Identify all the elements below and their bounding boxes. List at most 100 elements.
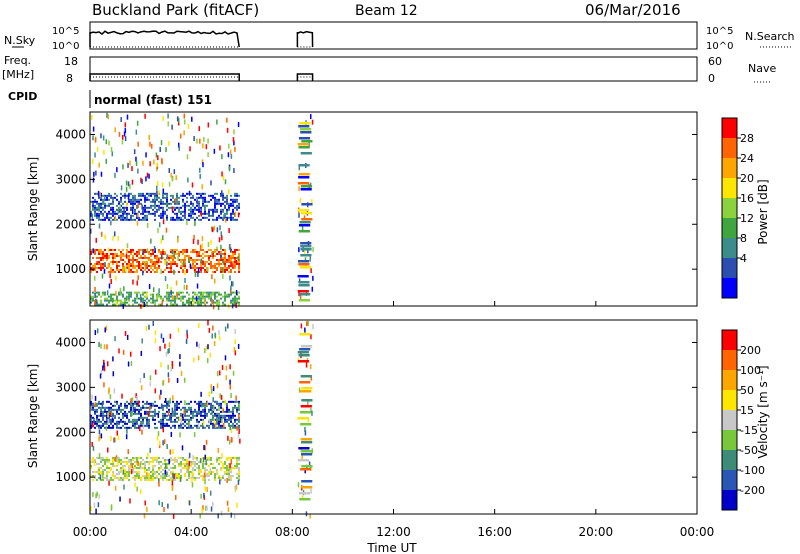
heatmap-cell (124, 254, 126, 257)
heatmap-cell (104, 410, 106, 413)
heatmap-cell (214, 422, 217, 428)
heatmap-cell (232, 466, 234, 469)
colorbar-tick-label: 15 (740, 404, 754, 417)
heatmap-cell (180, 266, 182, 269)
heatmap-cell (226, 414, 228, 417)
heatmap-cell (299, 411, 311, 414)
heatmap-cell (198, 470, 200, 473)
heatmap-cell (134, 194, 136, 197)
heatmap-cell (144, 291, 146, 294)
heatmap-cell (116, 408, 118, 411)
heatmap-cell (206, 200, 208, 203)
heatmap-cell (176, 400, 178, 403)
heatmap-cell (212, 252, 214, 255)
heatmap-cell (301, 454, 303, 460)
heatmap-cell (100, 258, 102, 261)
nave-label: Nave (748, 62, 776, 75)
heatmap-cell (236, 472, 238, 475)
heatmap-cell (130, 458, 132, 461)
heatmap-cell (146, 206, 148, 209)
heatmap-cell (152, 287, 155, 293)
heatmap-cell (98, 256, 100, 259)
heatmap-cell (186, 414, 188, 417)
heatmap-cell (110, 202, 112, 205)
heatmap-cell (172, 513, 175, 519)
heatmap-cell (138, 410, 140, 413)
heatmap-cell (226, 208, 228, 211)
heatmap-cell (98, 470, 100, 473)
heatmap-cell (106, 216, 108, 219)
heatmap-cell (126, 426, 128, 429)
heatmap-cell (298, 212, 300, 218)
heatmap-cell (132, 264, 134, 267)
heatmap-cell (98, 420, 100, 423)
heatmap-cell (190, 200, 192, 203)
heatmap-cell (237, 479, 240, 485)
heatmap-cell (192, 258, 194, 261)
heatmap-cell (118, 214, 120, 217)
heatmap-cell (220, 231, 223, 237)
heatmap-cell (216, 400, 218, 403)
heatmap-cell (116, 472, 118, 475)
heatmap-cell (96, 202, 98, 205)
heatmap-cell (100, 194, 102, 197)
y-tick-label: 3000 (55, 380, 86, 394)
heatmap-cell (228, 416, 230, 419)
heatmap-cell (126, 470, 128, 473)
heatmap-cell (172, 400, 174, 403)
heatmap-cell (210, 303, 212, 306)
heatmap-cell (144, 402, 146, 405)
heatmap-cell (222, 301, 224, 304)
heatmap-cell (172, 478, 174, 481)
heatmap-cell (224, 426, 226, 429)
heatmap-cell (156, 266, 158, 269)
heatmap-cell (194, 462, 196, 465)
heatmap-cell (161, 254, 163, 260)
heatmap-cell (104, 458, 106, 461)
heatmap-cell (94, 291, 96, 294)
heatmap-cell (204, 295, 206, 298)
heatmap-cell (124, 404, 126, 407)
heatmap-cell (235, 484, 238, 490)
heatmap-cell (128, 402, 130, 405)
heatmap-cell (130, 200, 132, 203)
heatmap-cell (90, 218, 92, 221)
heatmap-cell (94, 137, 97, 143)
heatmap-cell (236, 458, 238, 461)
heatmap-cell (102, 406, 104, 409)
heatmap-cell (152, 301, 154, 304)
heatmap-cell (174, 198, 177, 204)
heatmap-cell (307, 248, 309, 254)
heatmap-cell (236, 422, 238, 425)
heatmap-cell (100, 266, 102, 269)
heatmap-cell (228, 270, 230, 273)
heatmap-cell (91, 114, 93, 120)
heatmap-cell (135, 129, 138, 135)
heatmap-cell (218, 202, 220, 205)
heatmap-cell (210, 506, 213, 512)
heatmap-cell (134, 198, 136, 201)
heatmap-cell (170, 194, 172, 197)
heatmap-cell (238, 400, 240, 403)
heatmap-cell (122, 268, 124, 271)
heatmap-cell (142, 299, 144, 302)
heatmap-cell (122, 212, 124, 215)
heatmap-cell (152, 250, 154, 253)
heatmap-cell (174, 202, 176, 205)
heatmap-cell (136, 458, 138, 461)
heatmap-cell (216, 202, 218, 205)
heatmap-cell (222, 414, 224, 417)
heatmap-cell (96, 216, 98, 219)
heatmap-cell (238, 204, 240, 207)
heatmap-cell (198, 254, 200, 257)
heatmap-cell (174, 458, 176, 461)
heatmap-cell (238, 408, 240, 411)
heatmap-cell (188, 303, 190, 306)
heatmap-cell (220, 402, 222, 405)
heatmap-cell (184, 212, 186, 215)
heatmap-cell (158, 204, 160, 207)
heatmap-cell (138, 303, 140, 306)
heatmap-cell (230, 194, 232, 197)
heatmap-cell (232, 212, 234, 215)
heatmap-cell (216, 408, 218, 411)
